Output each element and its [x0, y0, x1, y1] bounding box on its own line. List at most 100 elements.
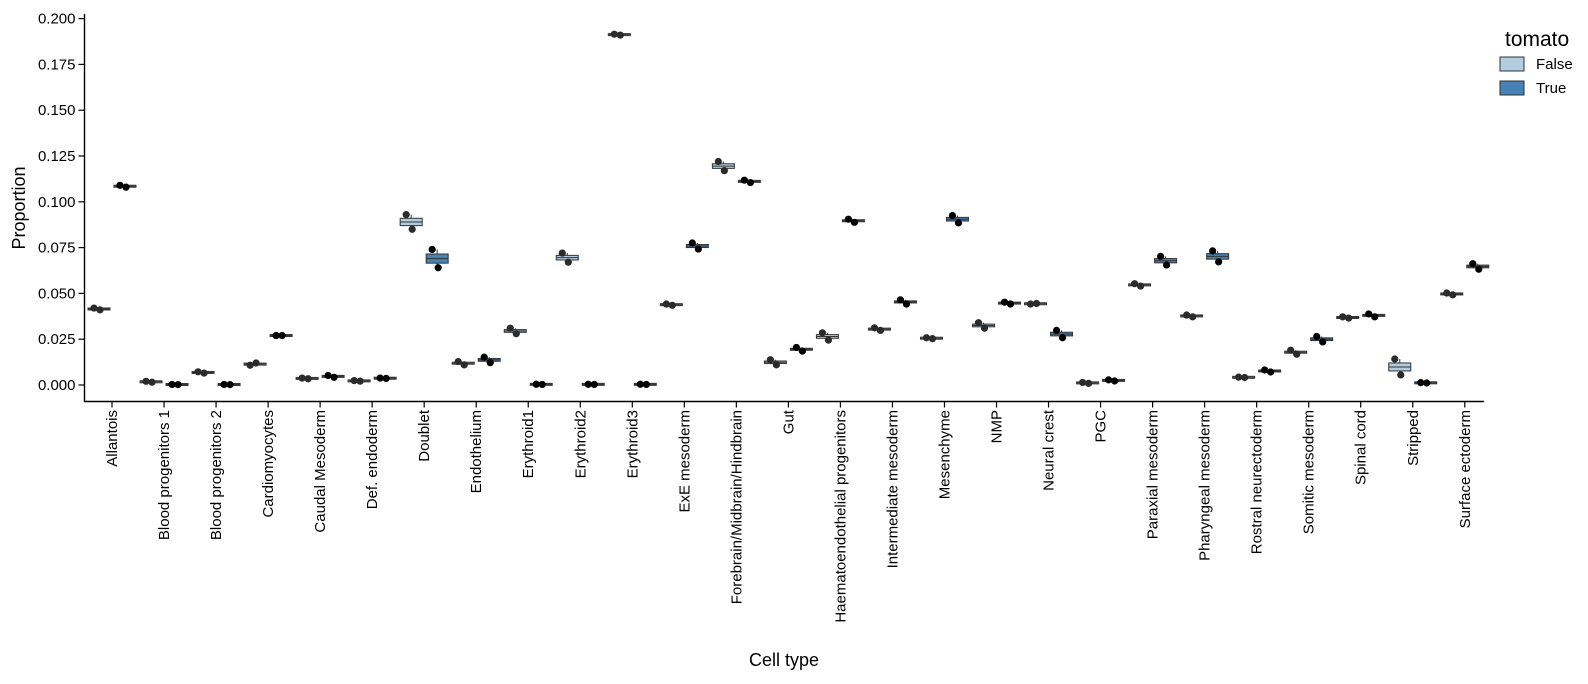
data-point [226, 381, 234, 389]
box-true [1362, 310, 1386, 321]
data-point [512, 330, 520, 338]
data-point [142, 377, 150, 385]
box-true [737, 176, 761, 187]
data-point [714, 157, 722, 166]
box-true [425, 245, 449, 272]
data-point [116, 181, 124, 189]
data-point [252, 359, 260, 367]
legend-swatch-false [1499, 56, 1525, 72]
y-tick-label: 0.200 [38, 11, 76, 28]
y-tick-label: 0.175 [38, 56, 76, 73]
box-true [1206, 247, 1230, 266]
data-point [1449, 291, 1457, 299]
data-point [844, 215, 853, 223]
box-false [1180, 311, 1204, 321]
data-point [1397, 371, 1405, 379]
box-false [972, 319, 996, 332]
data-point [246, 361, 254, 369]
data-point [1287, 346, 1295, 354]
box-true [945, 211, 969, 227]
data-point [278, 331, 286, 340]
data-point [408, 225, 416, 233]
x-tick-label: Cardiomyocytes [260, 410, 277, 518]
x-tick-label: NMP [989, 410, 1006, 443]
data-point [480, 353, 488, 361]
data-point [194, 368, 202, 376]
data-point [330, 373, 338, 381]
data-point [1026, 300, 1035, 308]
x-tick-label: Doublet [416, 409, 433, 462]
data-point [974, 319, 983, 327]
x-tick-label: Spinal cord [1353, 410, 1370, 485]
data-point [928, 335, 937, 343]
box-false [659, 300, 683, 309]
data-point [818, 329, 827, 337]
y-axis-ticks: 0.000 0.025 0.050 0.075 0.100 0.125 0.150 0.175… [38, 11, 85, 394]
x-tick-label: Paraxial mesoderm [1145, 410, 1162, 539]
y-tick-label: 0.100 [38, 194, 76, 211]
x-tick-label: Somitic mesoderm [1301, 410, 1318, 534]
data-point [1339, 313, 1347, 321]
box-false [1284, 346, 1308, 358]
data-point [772, 361, 780, 369]
box-true [269, 331, 293, 340]
data-point [922, 334, 931, 342]
box-false [815, 329, 839, 344]
x-tick-label: Haematoendothelial progenitors [832, 410, 849, 623]
x-tick-label: Endothelium [468, 410, 485, 493]
data-point [896, 296, 905, 304]
box-false [1336, 313, 1360, 322]
box-false [763, 356, 787, 369]
data-point [584, 380, 592, 388]
x-tick-label: Erythroid2 [572, 410, 589, 478]
data-point [460, 361, 468, 369]
box-false [919, 334, 943, 343]
x-tick-label: Erythroid3 [624, 410, 641, 478]
box-false [1076, 378, 1100, 387]
x-tick-label: PGC [1093, 410, 1110, 443]
data-point [1110, 377, 1119, 385]
legend-label-true: True [1536, 80, 1566, 97]
data-point [1235, 373, 1243, 381]
y-tick-label: 0.075 [38, 240, 76, 257]
box-false [711, 157, 735, 175]
y-tick-label: 0.025 [38, 331, 76, 348]
box-true [1154, 252, 1178, 269]
data-point [1163, 261, 1171, 269]
box-false [243, 359, 267, 369]
x-tick-label: Blood progenitors 2 [208, 410, 225, 540]
data-point [272, 331, 280, 340]
data-point [200, 369, 208, 377]
y-tick-label: 0.125 [38, 148, 76, 165]
data-point [1371, 313, 1379, 321]
data-point [1131, 280, 1139, 288]
legend-title: tomato [1505, 28, 1569, 51]
data-point [324, 371, 332, 380]
data-point [746, 178, 754, 187]
data-point [168, 380, 176, 389]
data-point [1475, 265, 1483, 273]
box-true [789, 343, 813, 355]
data-point [174, 381, 182, 389]
data-point [1032, 299, 1041, 308]
box-true [893, 296, 917, 308]
x-axis-label: Cell type [749, 650, 819, 670]
legend: tomato False True [1499, 28, 1573, 97]
x-tick-label: Blood progenitors 1 [156, 410, 173, 540]
y-axis-label: Proportion [9, 166, 29, 249]
data-point [1058, 334, 1067, 342]
data-point [766, 356, 774, 364]
data-point [590, 380, 598, 389]
data-point [506, 324, 514, 332]
box-false [87, 304, 111, 314]
box-true [165, 380, 189, 389]
data-point [668, 301, 676, 309]
data-point [564, 258, 572, 266]
box-true [529, 380, 553, 389]
box-false [347, 377, 371, 385]
data-point [1293, 350, 1301, 358]
data-point [1000, 298, 1009, 306]
data-point [1469, 260, 1477, 268]
data-point [454, 357, 462, 366]
